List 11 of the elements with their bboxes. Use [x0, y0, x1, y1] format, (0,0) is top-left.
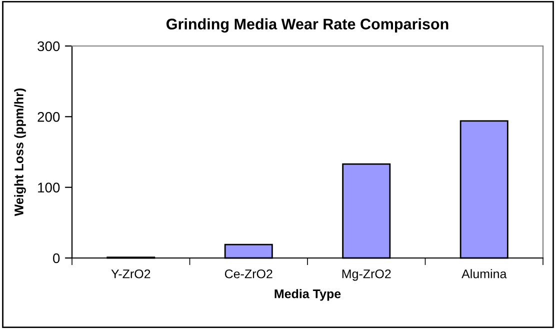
x-tick-label: Y-ZrO2: [111, 269, 150, 278]
y-tick-label: 200: [38, 112, 60, 122]
x-tick-label: Alumina: [462, 269, 507, 278]
x-tick-label: Mg-ZrO2: [342, 269, 391, 281]
x-axis-title: Media Type: [274, 289, 341, 301]
chart-title: Grinding Media Wear Rate Comparison: [166, 18, 448, 33]
y-tick-label: 0: [53, 253, 60, 264]
y-axis-title: Weight Loss (ppm/hr): [14, 88, 26, 216]
x-tick-label: Ce-ZrO2: [224, 269, 272, 278]
y-tick-label: 300: [38, 41, 60, 52]
y-tick-label: 100: [38, 182, 60, 193]
